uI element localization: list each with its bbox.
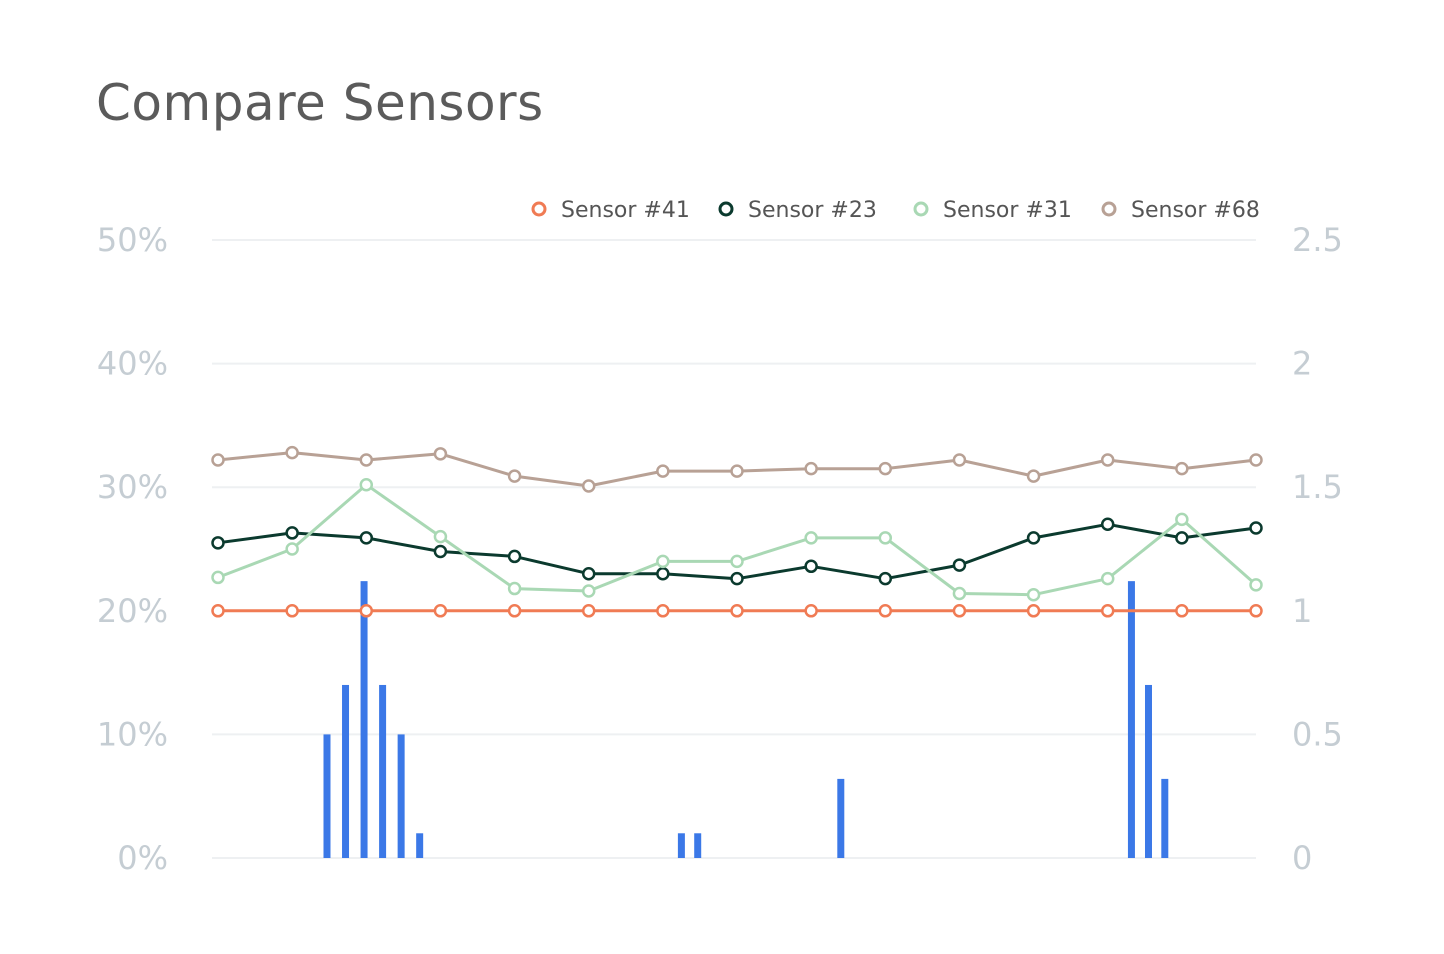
legend-marker <box>531 201 547 217</box>
data-point <box>359 477 374 492</box>
data-point <box>804 461 818 476</box>
y-left-tick-label: 30% <box>97 468 168 506</box>
data-point <box>656 604 670 618</box>
bar <box>360 581 368 858</box>
data-point <box>1249 578 1263 592</box>
data-point <box>507 469 522 483</box>
bar <box>1127 581 1135 858</box>
data-point <box>656 566 670 581</box>
bar <box>1161 778 1169 858</box>
data-point <box>1026 604 1041 618</box>
data-point <box>1100 604 1115 618</box>
data-point <box>581 479 596 493</box>
legend-label: Sensor #23 <box>748 198 877 223</box>
data-point <box>507 581 522 596</box>
legend-marker <box>913 201 929 217</box>
data-point <box>952 586 967 601</box>
data-point <box>507 549 522 564</box>
data-point <box>878 461 893 476</box>
data-point <box>433 529 448 544</box>
legend-label: Sensor #31 <box>943 198 1072 223</box>
data-point <box>730 554 744 569</box>
data-point <box>359 453 374 467</box>
bar <box>397 734 405 858</box>
bar <box>837 778 845 858</box>
data-point <box>1175 531 1189 545</box>
data-point <box>730 604 744 618</box>
bar <box>1144 684 1152 858</box>
data-point <box>1249 521 1263 535</box>
data-point <box>433 447 448 461</box>
data-point <box>804 531 818 545</box>
data-point <box>1100 517 1115 532</box>
bar <box>342 684 350 858</box>
data-point <box>1026 587 1041 602</box>
data-point <box>730 571 744 586</box>
y-right-tick-label: 2 <box>1292 345 1312 383</box>
data-point <box>285 445 299 460</box>
data-point <box>433 604 448 618</box>
data-point <box>952 558 967 572</box>
data-point <box>359 531 374 545</box>
data-point <box>211 453 225 467</box>
data-point <box>1175 512 1189 527</box>
data-point <box>285 526 299 540</box>
data-point <box>656 554 670 569</box>
data-point <box>878 531 893 545</box>
y-right-tick-label: 0 <box>1292 839 1312 877</box>
bar <box>416 833 424 858</box>
data-point <box>507 604 522 618</box>
legend-marker <box>718 201 734 217</box>
data-point <box>211 536 225 550</box>
data-point <box>211 604 225 618</box>
data-point <box>1175 461 1189 476</box>
data-point <box>581 604 596 618</box>
data-point <box>433 544 448 559</box>
data-point <box>285 604 299 618</box>
y-left-tick-label: 40% <box>97 345 168 383</box>
legend-label: Sensor #68 <box>1131 198 1260 223</box>
data-point <box>1175 604 1189 618</box>
data-point <box>1249 604 1263 618</box>
legend-label: Sensor #41 <box>561 198 690 223</box>
data-point <box>656 464 670 478</box>
y-left-tick-label: 20% <box>97 592 168 630</box>
y-left-tick-label: 50% <box>97 221 168 259</box>
y-right-tick-label: 2.5 <box>1292 221 1343 259</box>
data-point <box>878 604 893 618</box>
bar <box>379 684 387 858</box>
data-point <box>730 464 744 478</box>
data-point <box>359 604 374 618</box>
data-point <box>581 566 596 581</box>
data-point <box>1249 453 1263 467</box>
y-right-tick-label: 1 <box>1292 592 1312 630</box>
bar <box>323 734 331 858</box>
data-point <box>1100 453 1115 467</box>
data-point <box>952 604 967 618</box>
bar <box>694 833 702 858</box>
data-point <box>581 584 596 598</box>
data-point <box>1100 571 1115 586</box>
bar <box>677 833 685 858</box>
y-left-tick-label: 10% <box>97 715 168 753</box>
y-right-tick-label: 0.5 <box>1292 715 1343 753</box>
data-point <box>804 604 818 618</box>
chart-title: Compare Sensors <box>96 74 544 132</box>
data-point <box>1026 531 1041 545</box>
y-right-tick-label: 1.5 <box>1292 468 1343 506</box>
data-point <box>952 453 967 467</box>
data-point <box>1026 469 1041 483</box>
data-point <box>878 571 893 586</box>
legend-marker <box>1101 201 1117 217</box>
data-point <box>285 542 299 556</box>
data-point <box>804 559 818 574</box>
series-line <box>217 522 1257 581</box>
y-left-tick-label: 0% <box>117 839 168 877</box>
data-point <box>211 570 225 585</box>
